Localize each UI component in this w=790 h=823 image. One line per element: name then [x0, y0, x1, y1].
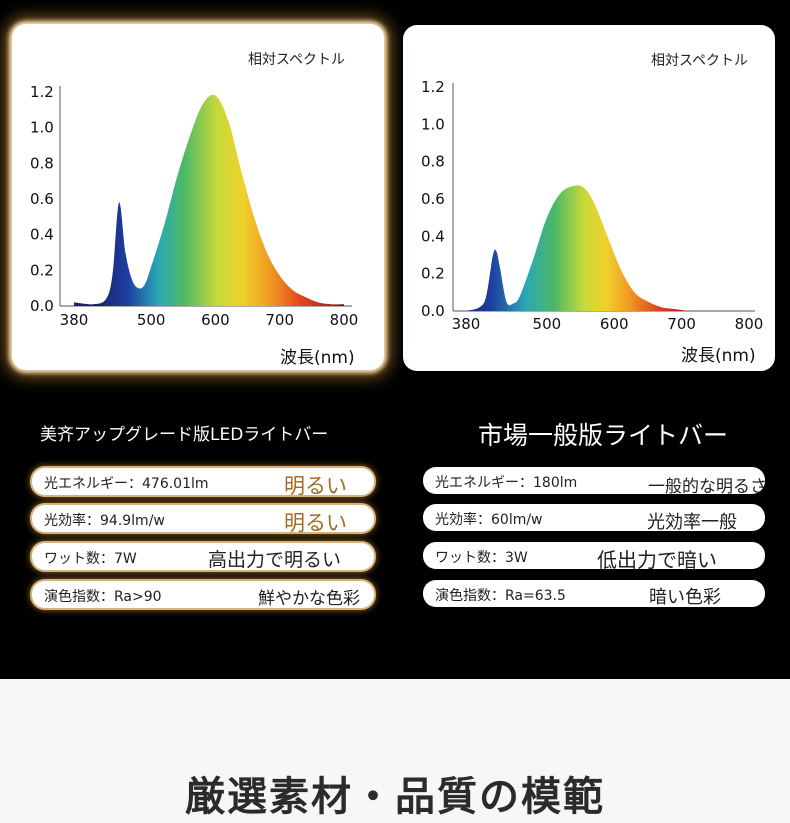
right-spec-label: ワット数：3W	[435, 550, 528, 566]
left-x-tick-label: 500	[137, 311, 166, 329]
left-spectrum-area	[74, 94, 344, 306]
left-spec-label: ワット数：7W	[44, 551, 137, 567]
right-spectrum-card: 相対スペクトル 1.2 1.0 0.8 0.6 0.4 0.2 0.0 380 500 600 7…	[403, 25, 775, 371]
left-y-tick-label: 0.4	[30, 226, 54, 244]
left-spec-cri: 演色指数：Ra>90 鮮やかな色彩	[32, 581, 374, 609]
left-y-tick-label: 1.2	[30, 83, 54, 101]
left-spec-value: 高出力で明るい	[208, 549, 342, 571]
left-x-axis-label: 波長(nm)	[280, 348, 355, 368]
right-x-axis-label: 波長(nm)	[681, 346, 756, 366]
right-spec-value: 一般的な明るさ	[648, 477, 765, 494]
right-spec-wattage: ワット数：3W 低出力で暗い	[423, 542, 765, 572]
bottom-title: 厳選素材・品質の模範	[185, 774, 605, 820]
right-spectrum-chart: 相対スペクトル 1.2 1.0 0.8 0.6 0.4 0.2 0.0 380 500 600 7…	[421, 53, 764, 366]
left-y-tick-label: 0.8	[30, 154, 54, 172]
right-y-tick-label: 0.6	[421, 190, 445, 208]
right-chart-title: 相対スペクトル	[651, 53, 748, 69]
right-product-heading: 市場一般版ライトバー	[478, 421, 729, 450]
right-x-tick-label: 700	[667, 315, 696, 333]
left-spec-label: 光効率：94.9lm/w	[44, 513, 165, 529]
left-spec-efficiency: 光効率：94.9lm/w 明るい	[32, 505, 374, 535]
left-spec-value: 明るい	[284, 511, 347, 535]
right-spec-label: 光エネルギー：180lm	[435, 475, 578, 491]
right-spec-label: 光効率：60lm/w	[435, 512, 543, 528]
right-y-tick-label: 0.8	[421, 153, 445, 171]
left-y-tick-label: 1.0	[30, 119, 54, 137]
left-spec-wattage: ワット数：7W 高出力で明るい	[32, 543, 374, 571]
right-spec-value: 光効率一般	[647, 512, 737, 533]
right-y-tick-label: 0.0	[421, 302, 445, 320]
right-x-tick-label: 600	[600, 315, 629, 333]
left-spec-value: 鮮やかな色彩	[258, 589, 360, 609]
right-spec-label: 演色指数：Ra=63.5	[435, 588, 566, 604]
right-x-tick-label: 500	[533, 315, 562, 333]
right-spec-cri: 演色指数：Ra=63.5 暗い色彩	[423, 580, 765, 608]
left-spec-label: 演色指数：Ra>90	[44, 589, 162, 605]
left-spec-value: 明るい	[284, 474, 347, 498]
left-x-tick-label: 800	[330, 311, 359, 329]
left-x-tick-label: 600	[201, 311, 230, 329]
right-spectrum-area	[466, 185, 696, 311]
left-x-tick-label: 700	[265, 311, 294, 329]
left-spec-label: 光エネルギー：476.01lm	[44, 476, 209, 492]
right-y-tick-label: 0.2	[421, 265, 445, 283]
left-chart-title: 相対スペクトル	[248, 52, 345, 68]
right-x-tick-label: 380	[452, 315, 481, 333]
right-y-tick-label: 1.2	[421, 78, 445, 96]
left-product-heading: 美齐アップグレード版LEDライトバー	[40, 425, 329, 445]
left-y-tick-label: 0.0	[30, 297, 54, 315]
right-y-tick-label: 1.0	[421, 115, 445, 133]
right-spec-efficiency: 光効率：60lm/w 光効率一般	[423, 504, 765, 533]
left-y-tick-label: 0.2	[30, 261, 54, 279]
right-spec-value: 暗い色彩	[649, 587, 721, 608]
left-spectrum-chart: 相対スペクトル 1.2 1.0 0.8 0.6 0.4 0.2 0.0 380 500 600 7…	[30, 52, 359, 368]
left-x-tick-label: 380	[60, 311, 89, 329]
left-spec-luminous-flux: 光エネルギー：476.01lm 明るい	[32, 468, 374, 498]
right-spec-value: 低出力で暗い	[597, 548, 717, 572]
right-x-tick-label: 800	[735, 315, 764, 333]
right-spec-luminous-flux: 光エネルギー：180lm 一般的な明るさ	[423, 467, 765, 494]
right-y-tick-label: 0.4	[421, 227, 445, 245]
left-y-tick-label: 0.6	[30, 190, 54, 208]
bottom-banner: 厳選素材・品質の模範	[0, 679, 790, 823]
left-spectrum-card: 相対スペクトル 1.2 1.0 0.8 0.6 0.4 0.2 0.0 380 500 600 7…	[12, 24, 384, 370]
